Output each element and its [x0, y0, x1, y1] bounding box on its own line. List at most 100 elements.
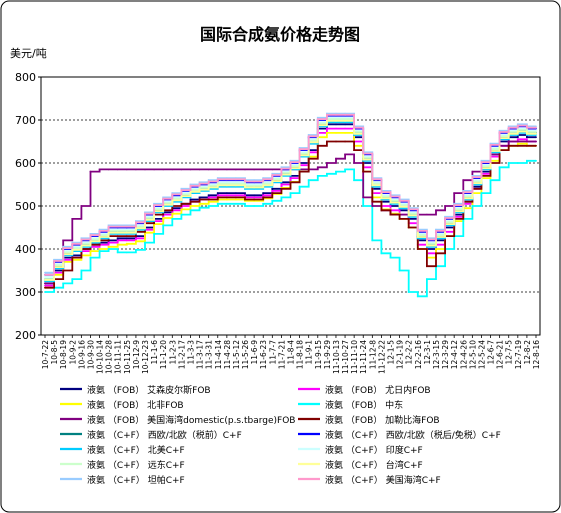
data-point	[426, 244, 428, 247]
data-point	[125, 225, 128, 228]
data-point	[362, 196, 365, 199]
data-point	[180, 168, 183, 171]
x-tick-label: 11-8-4	[287, 340, 296, 365]
data-point	[71, 242, 74, 245]
data-point	[344, 132, 346, 134]
data-point	[280, 183, 283, 186]
data-point	[371, 184, 374, 187]
legend-label: 液氨 （FOB） 中东	[325, 399, 403, 411]
data-point	[389, 213, 392, 216]
x-tick-label: 12-8-16	[532, 340, 541, 369]
data-point	[171, 218, 174, 220]
data-point	[471, 205, 474, 207]
x-tick-label: 12-3-15	[432, 340, 441, 369]
data-point	[71, 256, 74, 259]
data-point	[253, 186, 256, 189]
data-point	[80, 269, 83, 272]
data-point	[44, 284, 46, 287]
legend-label: 液氨 （FOB） 尤日内FOB	[325, 384, 431, 396]
data-point	[453, 204, 456, 207]
data-point	[44, 271, 46, 274]
x-tick-label: 11-6-23	[259, 340, 268, 369]
data-point	[189, 198, 192, 201]
data-point	[262, 178, 265, 181]
data-point	[80, 205, 83, 207]
x-tick-label: 12-7-19	[514, 340, 523, 369]
data-point	[44, 273, 46, 276]
data-point	[298, 185, 301, 188]
data-point	[244, 168, 246, 171]
data-point	[53, 260, 55, 262]
data-point	[526, 140, 528, 143]
data-point	[362, 205, 365, 207]
data-point	[162, 217, 165, 219]
data-point	[89, 256, 92, 259]
legend-label: 液氨 （C+F） 印度C+F	[325, 444, 423, 456]
data-point	[480, 192, 483, 195]
data-point	[416, 236, 419, 238]
data-point	[62, 269, 65, 272]
data-point	[307, 179, 310, 182]
y-tick-label: 400	[15, 243, 36, 256]
y-tick-label: 700	[15, 114, 36, 127]
data-point	[135, 168, 137, 171]
x-tick-label: 11-11-24	[359, 340, 368, 374]
data-point	[98, 248, 101, 250]
data-point	[235, 194, 237, 197]
x-tick-label: 11-11-10	[350, 340, 359, 374]
data-point	[380, 252, 383, 255]
data-point	[416, 248, 419, 250]
legend-item: 液氨 （C+F） 坦帕C+F	[60, 474, 185, 486]
x-tick-label: 12-1-5	[387, 340, 396, 365]
data-point	[162, 168, 165, 171]
x-tick-label: 10-9-30	[86, 340, 95, 369]
x-tick-label: 10-10-28	[105, 340, 114, 374]
data-point	[316, 175, 319, 177]
data-point	[316, 118, 319, 120]
data-point	[253, 196, 256, 199]
data-point	[271, 174, 274, 176]
data-point	[253, 198, 256, 201]
x-axis-ticks: 10-7-22 10-8-5 10-8-19 10-9-2 10-9-16 10-9-30…	[41, 335, 541, 374]
data-point	[526, 144, 528, 147]
data-point	[326, 162, 328, 164]
data-point	[125, 235, 128, 238]
data-point	[271, 180, 274, 183]
data-point	[226, 182, 228, 185]
data-point	[189, 184, 192, 187]
data-point	[116, 251, 119, 254]
legend-item: 液氨 （FOB） 尤日内FOB	[298, 384, 431, 396]
x-tick-label: 12-5-10	[468, 340, 477, 369]
data-point	[426, 213, 428, 216]
x-tick-label: 12-8-2	[523, 340, 532, 365]
data-point	[235, 178, 237, 181]
data-point	[189, 168, 192, 171]
x-tick-label: 11-9-1	[305, 340, 314, 365]
x-tick-label: 11-4-14	[214, 340, 223, 369]
x-tick-label: 12-3-29	[441, 340, 450, 369]
data-point	[344, 153, 346, 156]
data-point	[253, 168, 256, 171]
x-tick-label: 12-6-7	[487, 340, 496, 365]
data-point	[307, 157, 310, 160]
data-point	[198, 196, 201, 199]
x-tick-label: 11-9-15	[314, 340, 323, 369]
data-point	[44, 282, 46, 285]
x-tick-label: 10-7-22	[41, 340, 50, 369]
data-point	[507, 126, 510, 129]
y-tick-label: 300	[15, 286, 36, 299]
data-point	[435, 209, 437, 212]
data-point	[207, 180, 210, 183]
data-point	[62, 247, 65, 250]
data-point	[107, 248, 110, 250]
data-point	[162, 224, 165, 227]
data-point	[226, 178, 228, 181]
x-tick-label: 11-5-12	[232, 340, 241, 369]
x-tick-label: 10-9-2	[68, 340, 77, 365]
data-point	[498, 131, 501, 133]
data-point	[144, 241, 146, 244]
data-point	[335, 140, 337, 143]
data-point	[116, 243, 119, 246]
data-point	[125, 168, 128, 171]
data-point	[344, 113, 346, 116]
